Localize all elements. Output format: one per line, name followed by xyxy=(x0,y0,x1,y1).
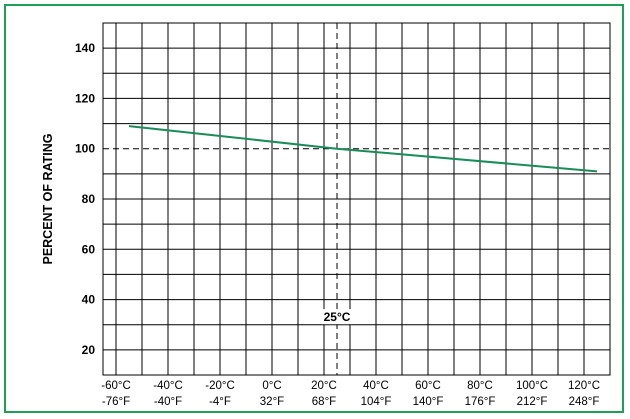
data-series xyxy=(128,125,598,173)
x-tick-label-celsius: 0°C xyxy=(262,380,281,392)
y-tick-label: 20 xyxy=(82,343,96,357)
x-tick-label-celsius: 60°C xyxy=(415,380,441,392)
y-tick-label: 40 xyxy=(82,293,96,307)
y-tick-label: 140 xyxy=(75,41,95,55)
reference-lines xyxy=(103,23,610,375)
x-tick-label-celsius: 100°C xyxy=(516,380,548,392)
x-tick-label-fahrenheit: 68°F xyxy=(312,396,336,408)
x-tick-label-celsius: 80°C xyxy=(467,380,493,392)
x-tick-label-fahrenheit: 176°F xyxy=(465,396,496,408)
x-tick-label-fahrenheit: 32°F xyxy=(260,396,284,408)
x-tick-label-fahrenheit: 248°F xyxy=(569,396,600,408)
x-tick-label-celsius: 20°C xyxy=(311,380,337,392)
grid-lines xyxy=(103,23,610,375)
y-tick-label: 120 xyxy=(75,91,95,105)
y-axis-label: PERCENT OF RATING xyxy=(41,133,55,264)
x-tick-label-fahrenheit: -4°F xyxy=(209,396,231,408)
reference-line-label: 25°C xyxy=(324,310,351,324)
x-tick-labels: -60°C -76°F -40°C -40°F -20°C -4°F 0°C 32°F 20°C… xyxy=(101,380,600,408)
y-tick-label: 60 xyxy=(82,242,96,256)
y-tick-label: 100 xyxy=(75,142,95,156)
x-tick-label-celsius: 120°C xyxy=(568,380,600,392)
x-tick-label-fahrenheit: 140°F xyxy=(413,396,444,408)
x-tick-label-celsius: 40°C xyxy=(363,380,389,392)
x-tick-label-celsius: -20°C xyxy=(205,380,235,392)
x-tick-label-fahrenheit: 104°F xyxy=(361,396,392,408)
x-tick-label-fahrenheit: 212°F xyxy=(517,396,548,408)
x-tick-label-celsius: -60°C xyxy=(101,380,131,392)
x-tick-label-fahrenheit: -76°F xyxy=(102,396,130,408)
series-line xyxy=(128,125,598,173)
y-tick-label: 80 xyxy=(82,192,96,206)
reference-label-background xyxy=(322,309,352,325)
x-tick-label-fahrenheit: -40°F xyxy=(154,396,182,408)
y-tick-labels: 20 40 60 80 100 120 140 xyxy=(75,41,95,357)
x-tick-label-celsius: -40°C xyxy=(153,380,183,392)
